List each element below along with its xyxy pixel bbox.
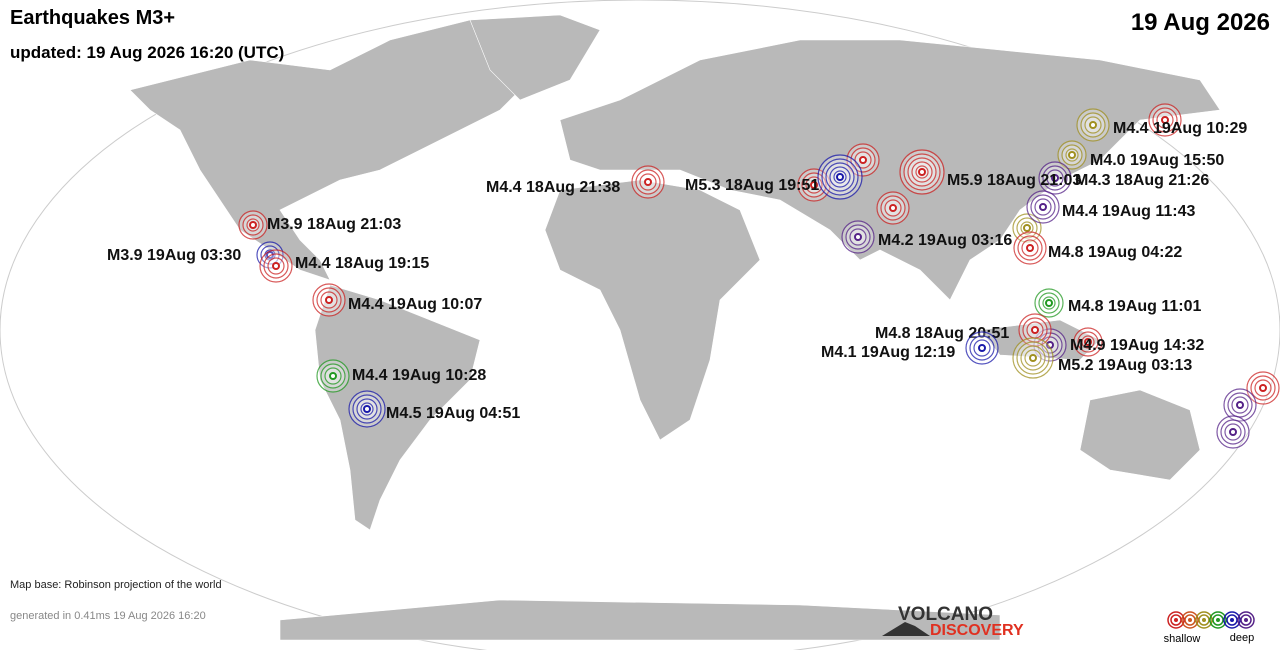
center-dot [1039, 203, 1047, 211]
center-dot [1023, 224, 1031, 232]
quake: M4.0 19Aug 15:50 [1057, 140, 1224, 170]
center-dot [1084, 338, 1092, 346]
legend-dot [1244, 618, 1248, 622]
quake: M4.4 18Aug 21:38 [486, 165, 665, 199]
quake: M4.2 19Aug 03:16 [841, 220, 1012, 254]
center-dot [249, 221, 257, 229]
center-dot [978, 344, 986, 352]
quake-label: M4.5 19Aug 04:51 [386, 405, 520, 422]
legend-ring [1237, 611, 1255, 629]
center-dot [1229, 428, 1237, 436]
center-dot [272, 262, 280, 270]
quake-label: M4.4 19Aug 10:28 [352, 367, 486, 384]
quake-label: M4.8 19Aug 04:22 [1048, 244, 1182, 261]
quake: M4.9 19Aug 14:32 [1070, 327, 1204, 357]
legend-ring [1240, 614, 1252, 626]
center-dot [1259, 384, 1267, 392]
center-dot [1026, 244, 1034, 252]
center-dot [1045, 299, 1053, 307]
quake-label: M4.2 19Aug 03:16 [878, 232, 1012, 249]
quake: M4.3 18Aug 21:26 [1038, 161, 1209, 195]
legend-label: shallow [1164, 633, 1201, 645]
quake-label: M4.1 19Aug 12:19 [821, 344, 955, 361]
quake: M4.4 19Aug 10:28 [316, 359, 486, 393]
legend-dot [1202, 618, 1206, 622]
legend: shallow deep [1164, 611, 1255, 645]
legend-ring [1209, 611, 1227, 629]
quake: M4.4 18Aug 19:15 [259, 249, 429, 283]
quake-label: M3.9 18Aug 21:03 [267, 216, 401, 233]
center-dot [859, 156, 867, 164]
legend-ring [1195, 611, 1213, 629]
legend-dot [1188, 618, 1192, 622]
quake: M3.9 18Aug 21:03 [238, 210, 401, 240]
quake: M5.9 18Aug 21:03 [899, 149, 1081, 195]
quake-label: M4.4 19Aug 11:43 [1062, 203, 1196, 220]
updated: updated: 19 Aug 2026 16:20 (UTC) [10, 43, 284, 62]
quake: M5.3 18Aug 19:51 [685, 154, 863, 200]
quake-label: M4.4 18Aug 21:38 [486, 179, 620, 196]
center-dot [644, 178, 652, 186]
center-dot [1051, 174, 1059, 182]
quake-label: M4.4 19Aug 10:07 [348, 296, 482, 313]
quake-label: M4.8 19Aug 11:01 [1068, 298, 1202, 315]
center-dot [1236, 401, 1244, 409]
legend-ring [1226, 614, 1238, 626]
quake: M5.2 19Aug 03:13 [1012, 337, 1192, 379]
center-dot [1031, 326, 1039, 334]
legend-dot [1174, 618, 1178, 622]
logo: VOLCANO DISCOVERY [882, 604, 1024, 639]
quake-label: M5.2 19Aug 03:13 [1058, 357, 1192, 374]
quake: M4.4 19Aug 11:43 [1026, 190, 1196, 224]
quake: M4.4 19Aug 10:29 [1113, 103, 1247, 137]
legend-dot [1216, 618, 1220, 622]
center-dot [1068, 151, 1076, 159]
quake-label: M4.4 19Aug 10:29 [1113, 120, 1247, 137]
center-dot [889, 204, 897, 212]
center-dot [854, 233, 862, 241]
legend-ring [1212, 614, 1224, 626]
quake-label: M4.9 19Aug 14:32 [1070, 337, 1204, 354]
title: Earthquakes M3+ [10, 7, 175, 29]
center-dot [1089, 121, 1097, 129]
quake-label: M5.3 18Aug 19:51 [685, 177, 819, 194]
quake: M4.8 19Aug 11:01 [1034, 288, 1202, 318]
legend-ring [1198, 614, 1210, 626]
quake-layer: M4.4 19Aug 10:29 M4.0 19Aug 15:50 M4.3 18A… [107, 103, 1280, 449]
legend-label: deep [1230, 632, 1254, 644]
center-dot [363, 405, 371, 413]
center-dot [325, 296, 333, 304]
generated-note: generated in 0.41ms 19 Aug 2026 16:20 [10, 610, 206, 622]
center-dot [1029, 354, 1037, 362]
quake-label: M5.9 18Aug 21:03 [947, 172, 1081, 189]
logo-text: VOLCANO [898, 604, 993, 625]
legend-ring [1184, 614, 1196, 626]
map-base-note: Map base: Robinson projection of the wor… [10, 579, 222, 591]
logo-text: DISCOVERY [930, 622, 1024, 639]
date: 19 Aug 2026 [1131, 9, 1270, 36]
quake: M4.5 19Aug 04:51 [348, 390, 520, 428]
quake-label: M4.0 19Aug 15:50 [1090, 152, 1224, 169]
legend-dot [1230, 618, 1234, 622]
quake: M4.1 19Aug 12:19 [821, 331, 999, 365]
center-dot [918, 168, 926, 176]
quake: M4.4 19Aug 10:07 [312, 283, 482, 317]
center-dot [329, 372, 337, 380]
legend-ring [1223, 611, 1241, 629]
center-dot [836, 173, 844, 181]
center-dot [1161, 116, 1169, 124]
quake-label: M3.9 19Aug 03:30 [107, 247, 241, 264]
legend-ring [1167, 611, 1185, 629]
legend-ring [1181, 611, 1199, 629]
legend-ring [1170, 614, 1182, 626]
quake-label: M4.3 18Aug 21:26 [1075, 172, 1209, 189]
center-dot [810, 181, 818, 189]
quake: M4.8 19Aug 04:22 [1013, 231, 1182, 265]
quake-label: M4.4 18Aug 19:15 [295, 255, 429, 272]
